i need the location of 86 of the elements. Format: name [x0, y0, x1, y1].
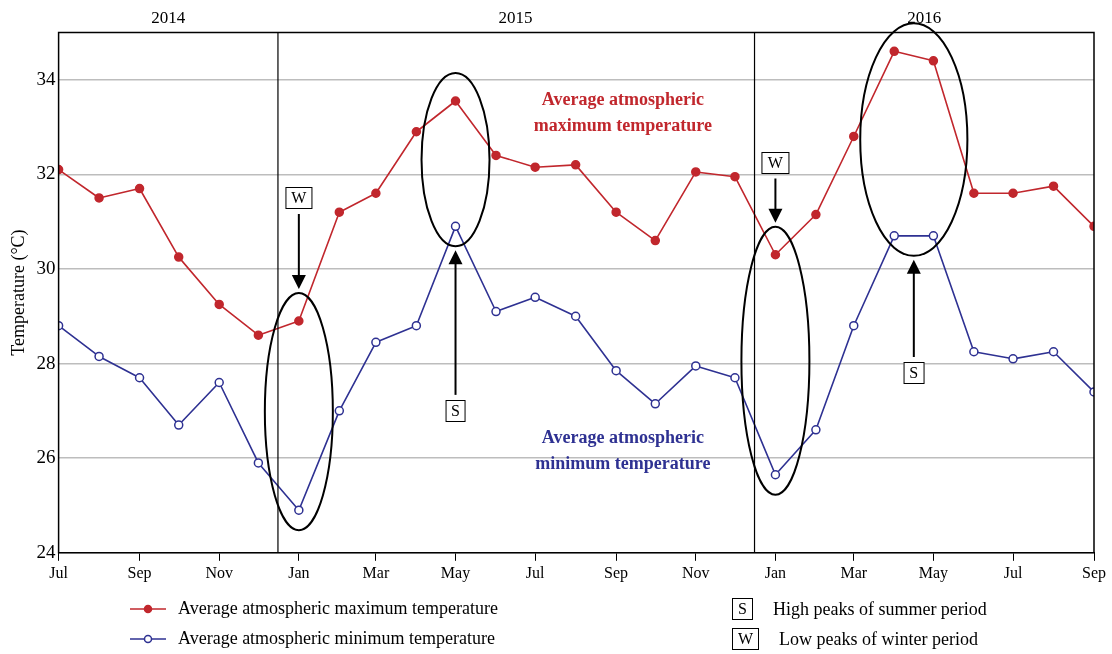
annotation: W [285, 186, 313, 209]
legend-label: Average atmospheric maximum temperature [178, 598, 499, 619]
x-tick-label: Nov [681, 563, 710, 581]
x-tick-label: May [918, 563, 949, 582]
point [214, 299, 224, 310]
text: W [738, 630, 754, 647]
point [570, 160, 581, 170]
point [889, 46, 899, 57]
point [94, 351, 104, 362]
x-tick-label: Mar [840, 563, 868, 581]
point [491, 306, 501, 317]
y-axis-title: Temperature (°C) [7, 229, 29, 356]
text: High peaks of summer period [772, 598, 987, 620]
point [294, 505, 304, 515]
point [770, 469, 781, 480]
x-tick-label: Sep [127, 563, 152, 582]
point [1008, 188, 1018, 198]
point [491, 150, 501, 161]
point [730, 373, 740, 383]
point [134, 183, 145, 194]
x-tick-label: Sep [1082, 563, 1106, 582]
point [1048, 346, 1059, 357]
x2-tick-label: 2015 [498, 7, 533, 27]
point [530, 162, 540, 172]
y-tick-label: 32 [36, 162, 56, 184]
point [611, 365, 621, 376]
point [849, 131, 859, 142]
point [334, 406, 345, 416]
legend-label: Average atmospheric minimum temperature [178, 628, 496, 649]
point [253, 458, 264, 468]
point [969, 346, 979, 357]
x2-tick-label: 2016 [907, 7, 942, 27]
x-tick-label: Jan [288, 563, 310, 581]
text: S [738, 600, 747, 617]
y-tick-label: 28 [36, 351, 56, 373]
point [450, 221, 461, 232]
point [294, 316, 304, 326]
x-tick-label: Mar [362, 563, 390, 581]
text: Average atmospheric maximum temperature [533, 88, 712, 135]
point [811, 425, 821, 435]
point [371, 337, 381, 348]
point [770, 250, 781, 260]
point [849, 320, 859, 331]
point [889, 231, 899, 241]
point [650, 399, 661, 409]
x-tick-label: Jul [525, 563, 546, 581]
annotation: S [445, 399, 466, 422]
point [928, 56, 939, 66]
y-tick-label: 34 [36, 67, 57, 89]
point [730, 171, 740, 182]
point [1048, 181, 1059, 191]
point [1008, 354, 1018, 364]
x-tick-label: Jul [49, 563, 69, 581]
point [173, 252, 184, 262]
x-tick-label: Jan [764, 563, 787, 581]
point [173, 420, 184, 430]
point [691, 361, 701, 371]
point [94, 193, 104, 203]
annotation: S [903, 362, 925, 385]
point [411, 320, 422, 331]
y-tick-label: 24 [36, 540, 57, 562]
point [530, 292, 540, 303]
point [650, 235, 661, 246]
point [691, 167, 701, 177]
point [214, 377, 224, 388]
y-tick-label: 30 [36, 256, 56, 278]
point [371, 188, 381, 198]
x-tick-label: Jul [1003, 563, 1023, 581]
point [450, 96, 461, 106]
text: Average atmospheric minimum temperature [535, 426, 711, 473]
annotation: W [761, 151, 789, 174]
point [334, 207, 345, 217]
text: Low peaks of winter period [779, 628, 979, 650]
point [253, 330, 264, 340]
point [411, 127, 422, 137]
x-tick-label: Sep [604, 563, 629, 582]
x-tick-label: Nov [205, 563, 233, 581]
y-tick-label: 26 [36, 446, 56, 468]
point [570, 311, 581, 322]
x2-tick-label: 2014 [151, 7, 186, 27]
point [611, 207, 621, 217]
point [811, 209, 821, 220]
x-tick-label: May [440, 563, 471, 582]
point [134, 373, 145, 383]
point [928, 231, 939, 241]
point [969, 188, 979, 198]
